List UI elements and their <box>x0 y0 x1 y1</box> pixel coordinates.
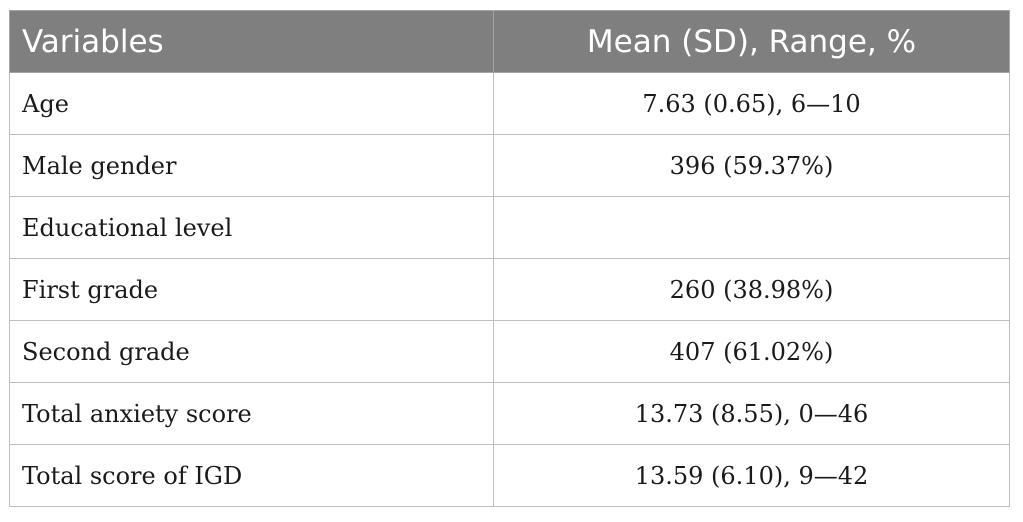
data-table-container: Variables Mean (SD), Range, % Age 7.63 (… <box>9 10 1010 507</box>
header-row: Variables Mean (SD), Range, % <box>9 10 1010 73</box>
table-header: Variables Mean (SD), Range, % <box>9 10 1010 73</box>
row-value-cell <box>493 196 1010 259</box>
row-variable-cell: Second grade <box>9 320 494 383</box>
table-row: Male gender 396 (59.37%) <box>9 134 1010 197</box>
data-table: Variables Mean (SD), Range, % Age 7.63 (… <box>9 10 1010 507</box>
row-variable-cell: Male gender <box>9 134 494 197</box>
table-row: Age 7.63 (0.65), 6—10 <box>9 72 1010 135</box>
row-variable-cell: First grade <box>9 258 494 321</box>
table-body: Age 7.63 (0.65), 6—10 Male gender 396 (5… <box>9 72 1010 507</box>
table-row: Total anxiety score 13.73 (8.55), 0—46 <box>9 382 1010 445</box>
row-value-cell: 7.63 (0.65), 6—10 <box>493 72 1010 135</box>
row-variable-cell: Educational level <box>9 196 494 259</box>
table-row: First grade 260 (38.98%) <box>9 258 1010 321</box>
row-variable-cell: Age <box>9 72 494 135</box>
table-row: Total score of IGD 13.59 (6.10), 9—42 <box>9 444 1010 507</box>
row-variable-cell: Total anxiety score <box>9 382 494 445</box>
row-value-cell: 13.73 (8.55), 0—46 <box>493 382 1010 445</box>
header-mean-sd-range: Mean (SD), Range, % <box>493 10 1010 73</box>
table-row: Second grade 407 (61.02%) <box>9 320 1010 383</box>
row-value-cell: 396 (59.37%) <box>493 134 1010 197</box>
row-value-cell: 13.59 (6.10), 9—42 <box>493 444 1010 507</box>
header-variables: Variables <box>9 10 494 73</box>
row-value-cell: 260 (38.98%) <box>493 258 1010 321</box>
row-value-cell: 407 (61.02%) <box>493 320 1010 383</box>
table-row: Educational level <box>9 196 1010 259</box>
row-variable-cell: Total score of IGD <box>9 444 494 507</box>
